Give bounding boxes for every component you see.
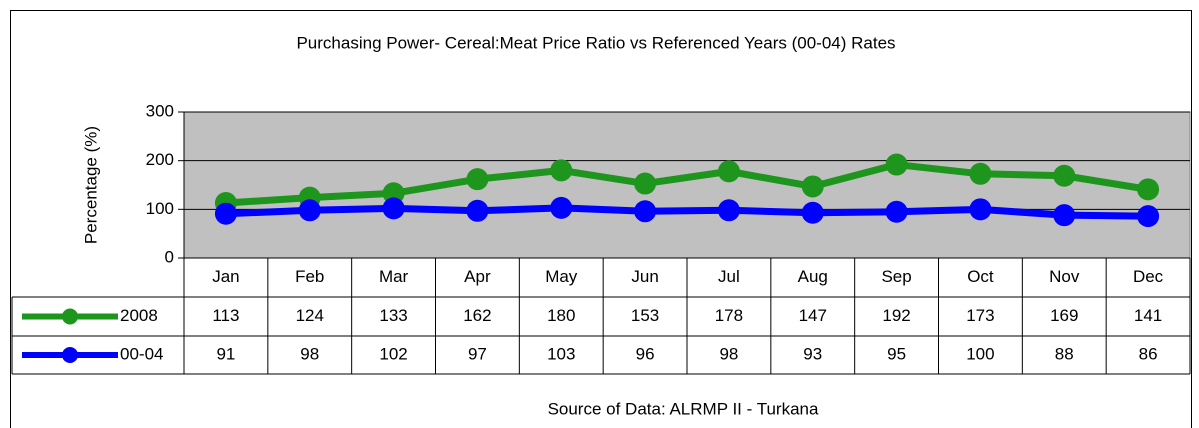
series-line	[225, 204, 1149, 220]
table-value: 180	[547, 306, 575, 325]
point-marker	[717, 160, 740, 183]
legend-label: 2008	[120, 306, 158, 325]
table-value: 113	[212, 306, 239, 325]
x-tick-label: Oct	[967, 267, 994, 286]
point-marker	[634, 172, 657, 195]
point-marker	[382, 182, 405, 205]
table-value: 96	[636, 344, 655, 363]
table-value: 98	[300, 344, 319, 363]
table-value: 124	[296, 306, 324, 325]
table-value: 192	[882, 306, 910, 325]
x-tick-label: Apr	[464, 267, 491, 286]
table-value: 97	[468, 344, 487, 363]
x-tick-label: Jan	[212, 267, 239, 286]
point-marker	[550, 159, 573, 182]
table-value: 141	[1134, 306, 1162, 325]
point-marker	[801, 175, 824, 198]
table-value: 169	[1050, 306, 1078, 325]
x-tick-label: May	[545, 267, 578, 286]
point-marker	[1053, 204, 1076, 227]
point-marker	[1053, 164, 1076, 187]
x-tick-label: Nov	[1049, 267, 1080, 286]
point-marker	[885, 200, 908, 223]
y-tick-label: 200	[146, 150, 174, 169]
table-value: 178	[715, 306, 743, 325]
point-marker	[382, 197, 405, 220]
point-marker	[466, 168, 489, 191]
y-axis-label: Percentage (%)	[81, 126, 100, 244]
point-marker	[717, 199, 740, 222]
point-marker	[466, 199, 489, 222]
legend-marker	[62, 347, 78, 363]
table-value: 153	[631, 306, 659, 325]
source-note: Source of Data: ALRMP II - Turkana	[548, 399, 819, 418]
point-marker	[214, 202, 237, 225]
plot-area	[183, 111, 1191, 259]
point-marker	[298, 199, 321, 222]
table-value: 147	[799, 306, 827, 325]
x-tick-label: Aug	[798, 267, 828, 286]
y-tick-label: 0	[165, 247, 174, 266]
legend-marker	[62, 308, 78, 325]
chart-title: Purchasing Power- Cereal:Meat Price Rati…	[296, 33, 895, 52]
table-value: 102	[379, 344, 407, 363]
x-tick-label: Mar	[379, 267, 409, 286]
x-tick-label: Jul	[718, 267, 740, 286]
table-value: 86	[1139, 344, 1158, 363]
table-value: 95	[887, 344, 906, 363]
point-marker	[634, 200, 657, 223]
x-tick-label: Feb	[295, 267, 324, 286]
point-marker	[969, 198, 992, 221]
point-marker	[550, 196, 573, 219]
table-value: 98	[719, 344, 738, 363]
series-line	[225, 161, 1149, 207]
legend-label: 00-04	[120, 344, 163, 363]
point-marker	[801, 201, 824, 224]
point-marker	[1137, 205, 1160, 228]
table-value: 173	[966, 306, 994, 325]
table-value: 100	[966, 344, 994, 363]
table-value: 93	[803, 344, 822, 363]
table-value: 91	[216, 344, 235, 363]
point-marker	[969, 162, 992, 185]
y-tick-label: 300	[146, 101, 174, 120]
x-tick-label: Jun	[631, 267, 658, 286]
y-tick-label: 100	[146, 199, 174, 218]
x-tick-label: Sep	[881, 267, 911, 286]
x-tick-label: Dec	[1133, 267, 1164, 286]
table-value: 103	[547, 344, 575, 363]
point-marker	[1137, 178, 1160, 201]
table-value: 133	[379, 306, 407, 325]
table-value: 88	[1055, 344, 1074, 363]
point-marker	[885, 153, 908, 176]
table-value: 162	[463, 306, 491, 325]
